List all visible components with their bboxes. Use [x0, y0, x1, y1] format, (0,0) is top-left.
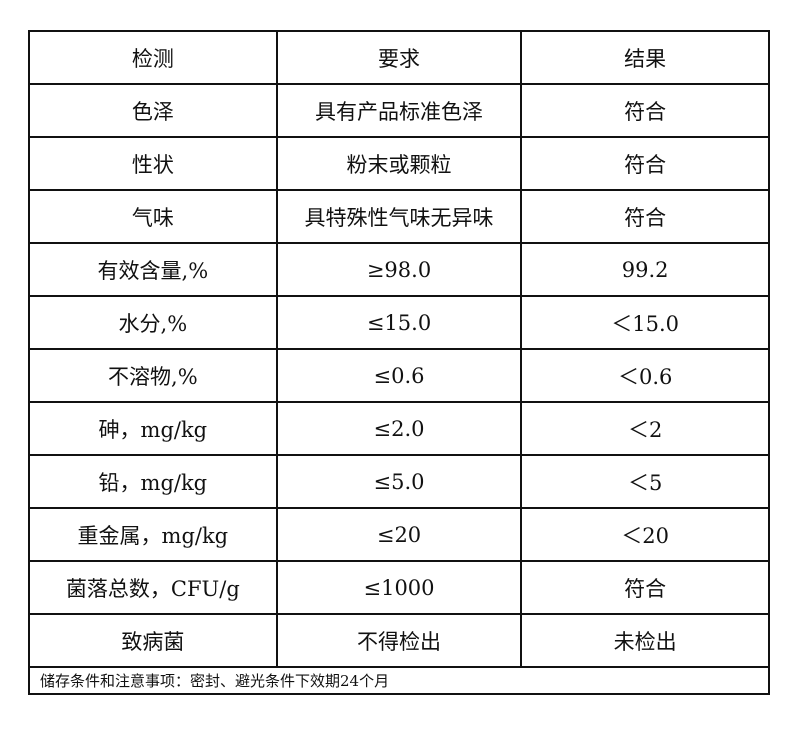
requirement-cell: ≤2.0 — [275, 401, 523, 456]
header-row: 检测 要求 结果 — [28, 30, 770, 85]
test-item-cell: 重金属，mg/kg — [28, 507, 278, 562]
requirement-cell: 具特殊性气味无异味 — [275, 189, 523, 244]
table-row: 砷，mg/kg ≤2.0 ＜2 — [28, 401, 770, 456]
test-item-cell: 性状 — [28, 136, 278, 191]
requirement-cell: ≤0.6 — [275, 348, 523, 403]
requirement-cell: 具有产品标准色泽 — [275, 83, 523, 138]
table-row: 水分,% ≤15.0 ＜15.0 — [28, 295, 770, 350]
header-test: 检测 — [28, 30, 278, 85]
table-row: 重金属，mg/kg ≤20 ＜20 — [28, 507, 770, 562]
table-row: 有效含量,% ≥98.0 99.2 — [28, 242, 770, 297]
requirement-cell: ≤15.0 — [275, 295, 523, 350]
test-item-cell: 色泽 — [28, 83, 278, 138]
header-result: 结果 — [520, 30, 770, 85]
test-item-cell: 致病菌 — [28, 613, 278, 668]
result-cell: 符合 — [520, 136, 770, 191]
footer-row: 储存条件和注意事项：密封、避光条件下效期24个月 — [28, 666, 770, 695]
table-row: 性状 粉末或颗粒 符合 — [28, 136, 770, 191]
result-cell: 符合 — [520, 83, 770, 138]
result-cell: 符合 — [520, 560, 770, 615]
header-requirement: 要求 — [275, 30, 523, 85]
result-cell: ＜2 — [520, 401, 770, 456]
requirement-cell: ≤20 — [275, 507, 523, 562]
table-row: 致病菌 不得检出 未检出 — [28, 613, 770, 668]
test-item-cell: 铅，mg/kg — [28, 454, 278, 509]
test-item-cell: 有效含量,% — [28, 242, 278, 297]
requirement-cell: ≤1000 — [275, 560, 523, 615]
test-item-cell: 不溶物,% — [28, 348, 278, 403]
storage-note: 储存条件和注意事项：密封、避光条件下效期24个月 — [28, 666, 770, 695]
requirement-cell: ≤5.0 — [275, 454, 523, 509]
inspection-table: 检测 要求 结果 色泽 具有产品标准色泽 符合 性状 粉末或颗粒 符合 气味 具特殊性气味无异… — [28, 30, 770, 695]
test-item-cell: 菌落总数，CFU/g — [28, 560, 278, 615]
table-row: 色泽 具有产品标准色泽 符合 — [28, 83, 770, 138]
test-item-cell: 水分,% — [28, 295, 278, 350]
table-row: 菌落总数，CFU/g ≤1000 符合 — [28, 560, 770, 615]
result-cell: ＜20 — [520, 507, 770, 562]
table-row: 铅，mg/kg ≤5.0 ＜5 — [28, 454, 770, 509]
test-item-cell: 砷，mg/kg — [28, 401, 278, 456]
table-row: 不溶物,% ≤0.6 ＜0.6 — [28, 348, 770, 403]
result-cell: ＜5 — [520, 454, 770, 509]
table-row: 气味 具特殊性气味无异味 符合 — [28, 189, 770, 244]
result-cell: 99.2 — [520, 242, 770, 297]
result-cell: 未检出 — [520, 613, 770, 668]
result-cell: ＜0.6 — [520, 348, 770, 403]
requirement-cell: ≥98.0 — [275, 242, 523, 297]
test-item-cell: 气味 — [28, 189, 278, 244]
result-cell: ＜15.0 — [520, 295, 770, 350]
requirement-cell: 不得检出 — [275, 613, 523, 668]
requirement-cell: 粉末或颗粒 — [275, 136, 523, 191]
result-cell: 符合 — [520, 189, 770, 244]
